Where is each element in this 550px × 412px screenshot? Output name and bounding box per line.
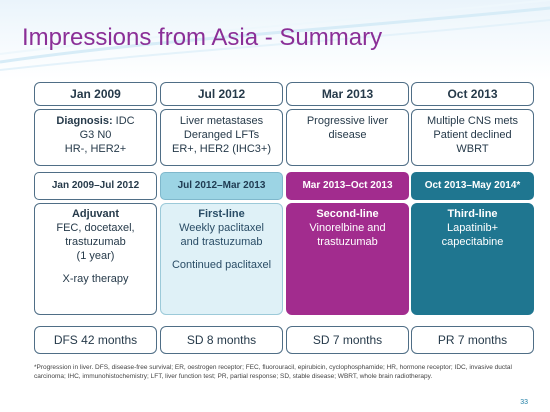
treatment-line: capecitabine xyxy=(441,236,504,248)
diagnosis-line-2: Deranged LFTs xyxy=(183,129,260,141)
diagnosis-line-3: ER+, HER2 (IHC3+) xyxy=(171,143,272,155)
treatment-heading: Adjuvant xyxy=(71,208,120,220)
date-box-3: Mar 2013 xyxy=(286,82,409,106)
header-swoosh-decoration xyxy=(0,0,550,71)
date-range-box-2: Jul 2012–Mar 2013 xyxy=(160,172,283,200)
treatment-box-4: Third-line Lapatinib+ capecitabine xyxy=(411,203,534,315)
outcome-box-1: DFS 42 months xyxy=(34,326,157,354)
diagnosis-line-3: HR-, HER2+ xyxy=(64,143,127,155)
page-title: Impressions from Asia - Summary xyxy=(22,24,383,51)
diagnosis-line-1: Liver metastases xyxy=(179,115,264,127)
treatment-box-3: Second-line Vinorelbine and trastuzumab xyxy=(286,203,409,315)
diagnosis-box-2: Liver metastases Deranged LFTs ER+, HER2… xyxy=(160,109,283,166)
treatment-box-1: Adjuvant FEC, docetaxel, trastuzumab (1 … xyxy=(34,203,157,315)
treatment-heading: First-line xyxy=(198,208,245,220)
diagnosis-box-3: Progressive liver disease xyxy=(286,109,409,166)
date-range-box-4: Oct 2013–May 2014* xyxy=(411,172,534,200)
outcome-box-2: SD 8 months xyxy=(160,326,283,354)
footnote: *Progression in liver. DFS, disease-free… xyxy=(34,364,512,380)
treatment-line: trastuzumab xyxy=(317,236,378,248)
date-box-4: Oct 2013 xyxy=(411,82,534,106)
diagnosis-line-2: Patient declined xyxy=(433,129,512,141)
treatment-line: Vinorelbine and xyxy=(309,222,386,234)
page-number: 33 xyxy=(520,399,528,406)
treatment-box-2: First-line Weekly paclitaxel and trastuz… xyxy=(160,203,283,315)
outcome-box-4: PR 7 months xyxy=(411,326,534,354)
treatment-extra: X-ray therapy xyxy=(62,273,129,285)
diagnosis-line-2: disease xyxy=(328,129,367,141)
treatment-line: Weekly paclitaxel xyxy=(179,222,264,234)
treatment-line: FEC, docetaxel, xyxy=(56,222,135,234)
treatment-heading: Second-line xyxy=(316,208,379,220)
diagnosis-line-2: G3 N0 xyxy=(79,129,112,141)
date-box-1: Jan 2009 xyxy=(34,82,157,106)
treatment-line: and trastuzumab xyxy=(180,236,263,248)
treatment-line: (1 year) xyxy=(76,250,115,262)
header-background xyxy=(0,0,550,80)
diagnosis-box-1: Diagnosis: IDC G3 N0 HR-, HER2+ xyxy=(34,109,157,166)
date-range-box-3: Mar 2013–Oct 2013 xyxy=(286,172,409,200)
treatment-line: trastuzumab xyxy=(65,236,126,248)
diagnosis-line-1: Diagnosis: IDC xyxy=(56,115,135,127)
date-range-box-1: Jan 2009–Jul 2012 xyxy=(34,172,157,200)
outcome-box-3: SD 7 months xyxy=(286,326,409,354)
treatment-extra: Continued paclitaxel xyxy=(171,259,272,271)
date-box-2: Jul 2012 xyxy=(160,82,283,106)
treatment-line: Lapatinib+ xyxy=(446,222,499,234)
diagnosis-line-1: Progressive liver xyxy=(306,115,389,127)
treatment-heading: Third-line xyxy=(447,208,498,220)
diagnosis-box-4: Multiple CNS mets Patient declined WBRT xyxy=(411,109,534,166)
diagnosis-line-1: Multiple CNS mets xyxy=(426,115,519,127)
diagnosis-line-3: WBRT xyxy=(456,143,489,155)
